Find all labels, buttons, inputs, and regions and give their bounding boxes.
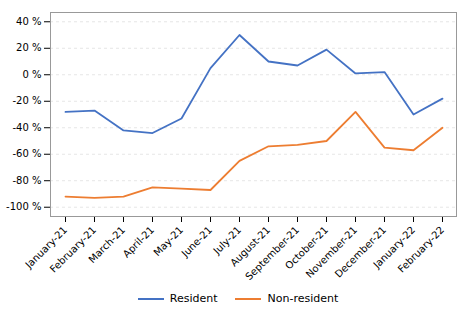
svg-text:January-22: January-22	[371, 224, 418, 271]
svg-text:40 %: 40 %	[16, 16, 41, 27]
html-text:Non-resident: Non-resident	[267, 292, 339, 305]
svg-text:May-21: May-21	[151, 224, 186, 259]
svg-text:February-22: February-22	[396, 224, 447, 275]
svg-text:0 %: 0 %	[22, 69, 41, 80]
svg-text:20 %: 20 %	[16, 42, 41, 53]
svg-text:December-21: December-21	[333, 224, 389, 280]
svg-text:October-21: October-21	[283, 224, 331, 272]
html-text:Resident: Resident	[169, 292, 218, 305]
svg-text:-100 %: -100 %	[6, 201, 41, 212]
svg-text:July-21: July-21	[211, 224, 244, 257]
svg-text:February-21: February-21	[48, 224, 99, 275]
svg-text:August-21: August-21	[228, 224, 273, 269]
svg-text:-60 %: -60 %	[12, 148, 41, 159]
svg-text:-20 %: -20 %	[12, 95, 41, 106]
svg-text:-40 %: -40 %	[12, 122, 41, 133]
svg-text:March-21: March-21	[86, 224, 127, 265]
svg-text:January-21: January-21	[23, 224, 70, 271]
svg-text:September-21: September-21	[243, 224, 302, 283]
svg-text:-80 %: -80 %	[12, 175, 41, 186]
svg-text:November-21: November-21	[304, 224, 360, 280]
svg-text:April-21: April-21	[121, 224, 156, 259]
svg-text:June-21: June-21	[179, 224, 214, 259]
